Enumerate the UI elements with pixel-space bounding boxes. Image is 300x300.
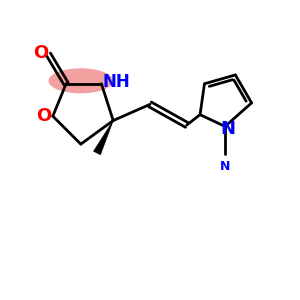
Text: O: O — [33, 44, 49, 62]
Text: O: O — [36, 107, 52, 125]
Ellipse shape — [48, 68, 113, 93]
Text: N: N — [220, 120, 236, 138]
Text: N: N — [220, 160, 230, 173]
Polygon shape — [94, 121, 113, 155]
Text: NH: NH — [103, 73, 130, 91]
